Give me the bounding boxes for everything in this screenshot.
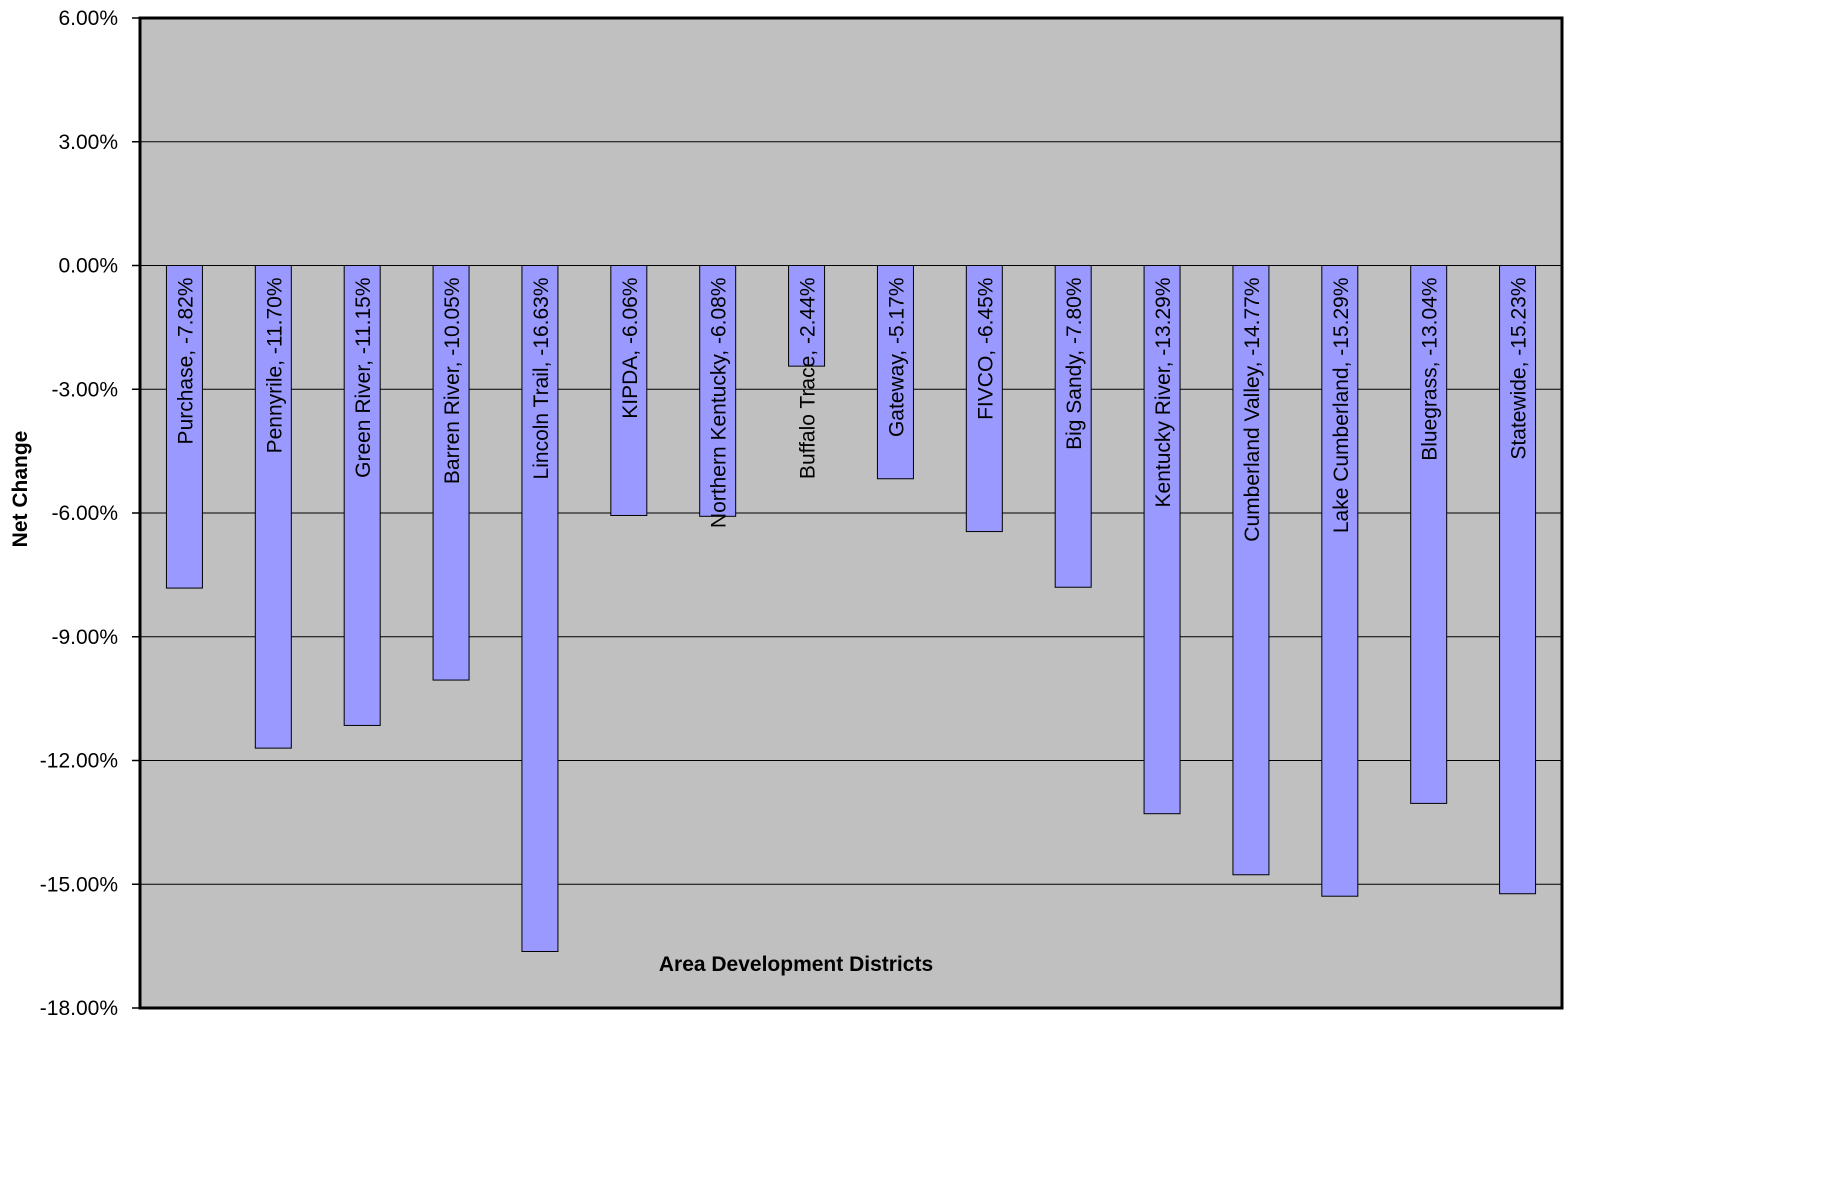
y-tick-label: 6.00% [58,7,118,30]
data-label: Cumberland Valley, -14.77% [1241,278,1264,542]
bar [1499,265,1537,895]
y-tick-label: 0.00% [58,255,118,278]
data-label: Lake Cumberland, -15.29% [1330,278,1353,534]
bar [165,265,203,589]
bar [965,265,1003,533]
data-label: Bluegrass, -13.04% [1419,278,1442,461]
y-tick-label: -12.00% [40,750,118,773]
bar [699,265,737,517]
data-label: Kentucky River, -13.29% [1152,278,1175,508]
bar [254,265,292,749]
bar [610,265,648,516]
bar [1054,265,1092,588]
y-tick-label: -6.00% [51,502,118,525]
bar [876,265,914,480]
x-axis-title: Area Development Districts [659,953,933,976]
y-tick-labels: 6.00% 3.00% 0.00% -3.00% -6.00% -9.00% -12.00%… [40,7,140,1020]
y-tick-label: -9.00% [51,626,118,649]
data-label: Big Sandy, -7.80% [1063,278,1086,450]
bar [343,265,381,726]
y-axis-title: Net Change [9,431,32,548]
data-labels: Purchase, -7.82% Pennyrile, -11.70% Green … [174,278,1530,542]
data-label: FIVCO, -6.45% [974,278,997,420]
data-label: KIPDA, -6.06% [619,278,642,419]
data-label: Lincoln Trail, -16.63% [530,278,553,480]
y-tick-label: -3.00% [51,378,118,401]
bar [521,265,559,952]
data-label: Northern Kentucky, -6.08% [708,278,731,529]
bar [1410,265,1448,804]
data-label: Pennyrile, -11.70% [263,278,286,454]
bar [1321,265,1359,897]
y-tick-label: -18.00% [40,997,118,1020]
y-tick-label: -15.00% [40,873,118,896]
bar [1232,265,1270,876]
bar-chart: Purchase, -7.82% Pennyrile, -11.70% Green … [9,7,1564,1020]
data-label: Barren River, -10.05% [441,278,464,485]
y-tick-label: 3.00% [58,131,118,154]
bar [432,265,470,681]
bar [788,265,826,367]
data-label: Buffalo Trace, -2.44% [797,278,820,480]
data-label: Purchase, -7.82% [174,278,197,445]
bar [1143,265,1181,815]
data-label: Gateway, -5.17% [885,278,908,438]
data-label: Green River, -11.15% [352,278,375,478]
data-label: Statewide, -15.23% [1508,278,1531,460]
bars [165,265,1537,952]
